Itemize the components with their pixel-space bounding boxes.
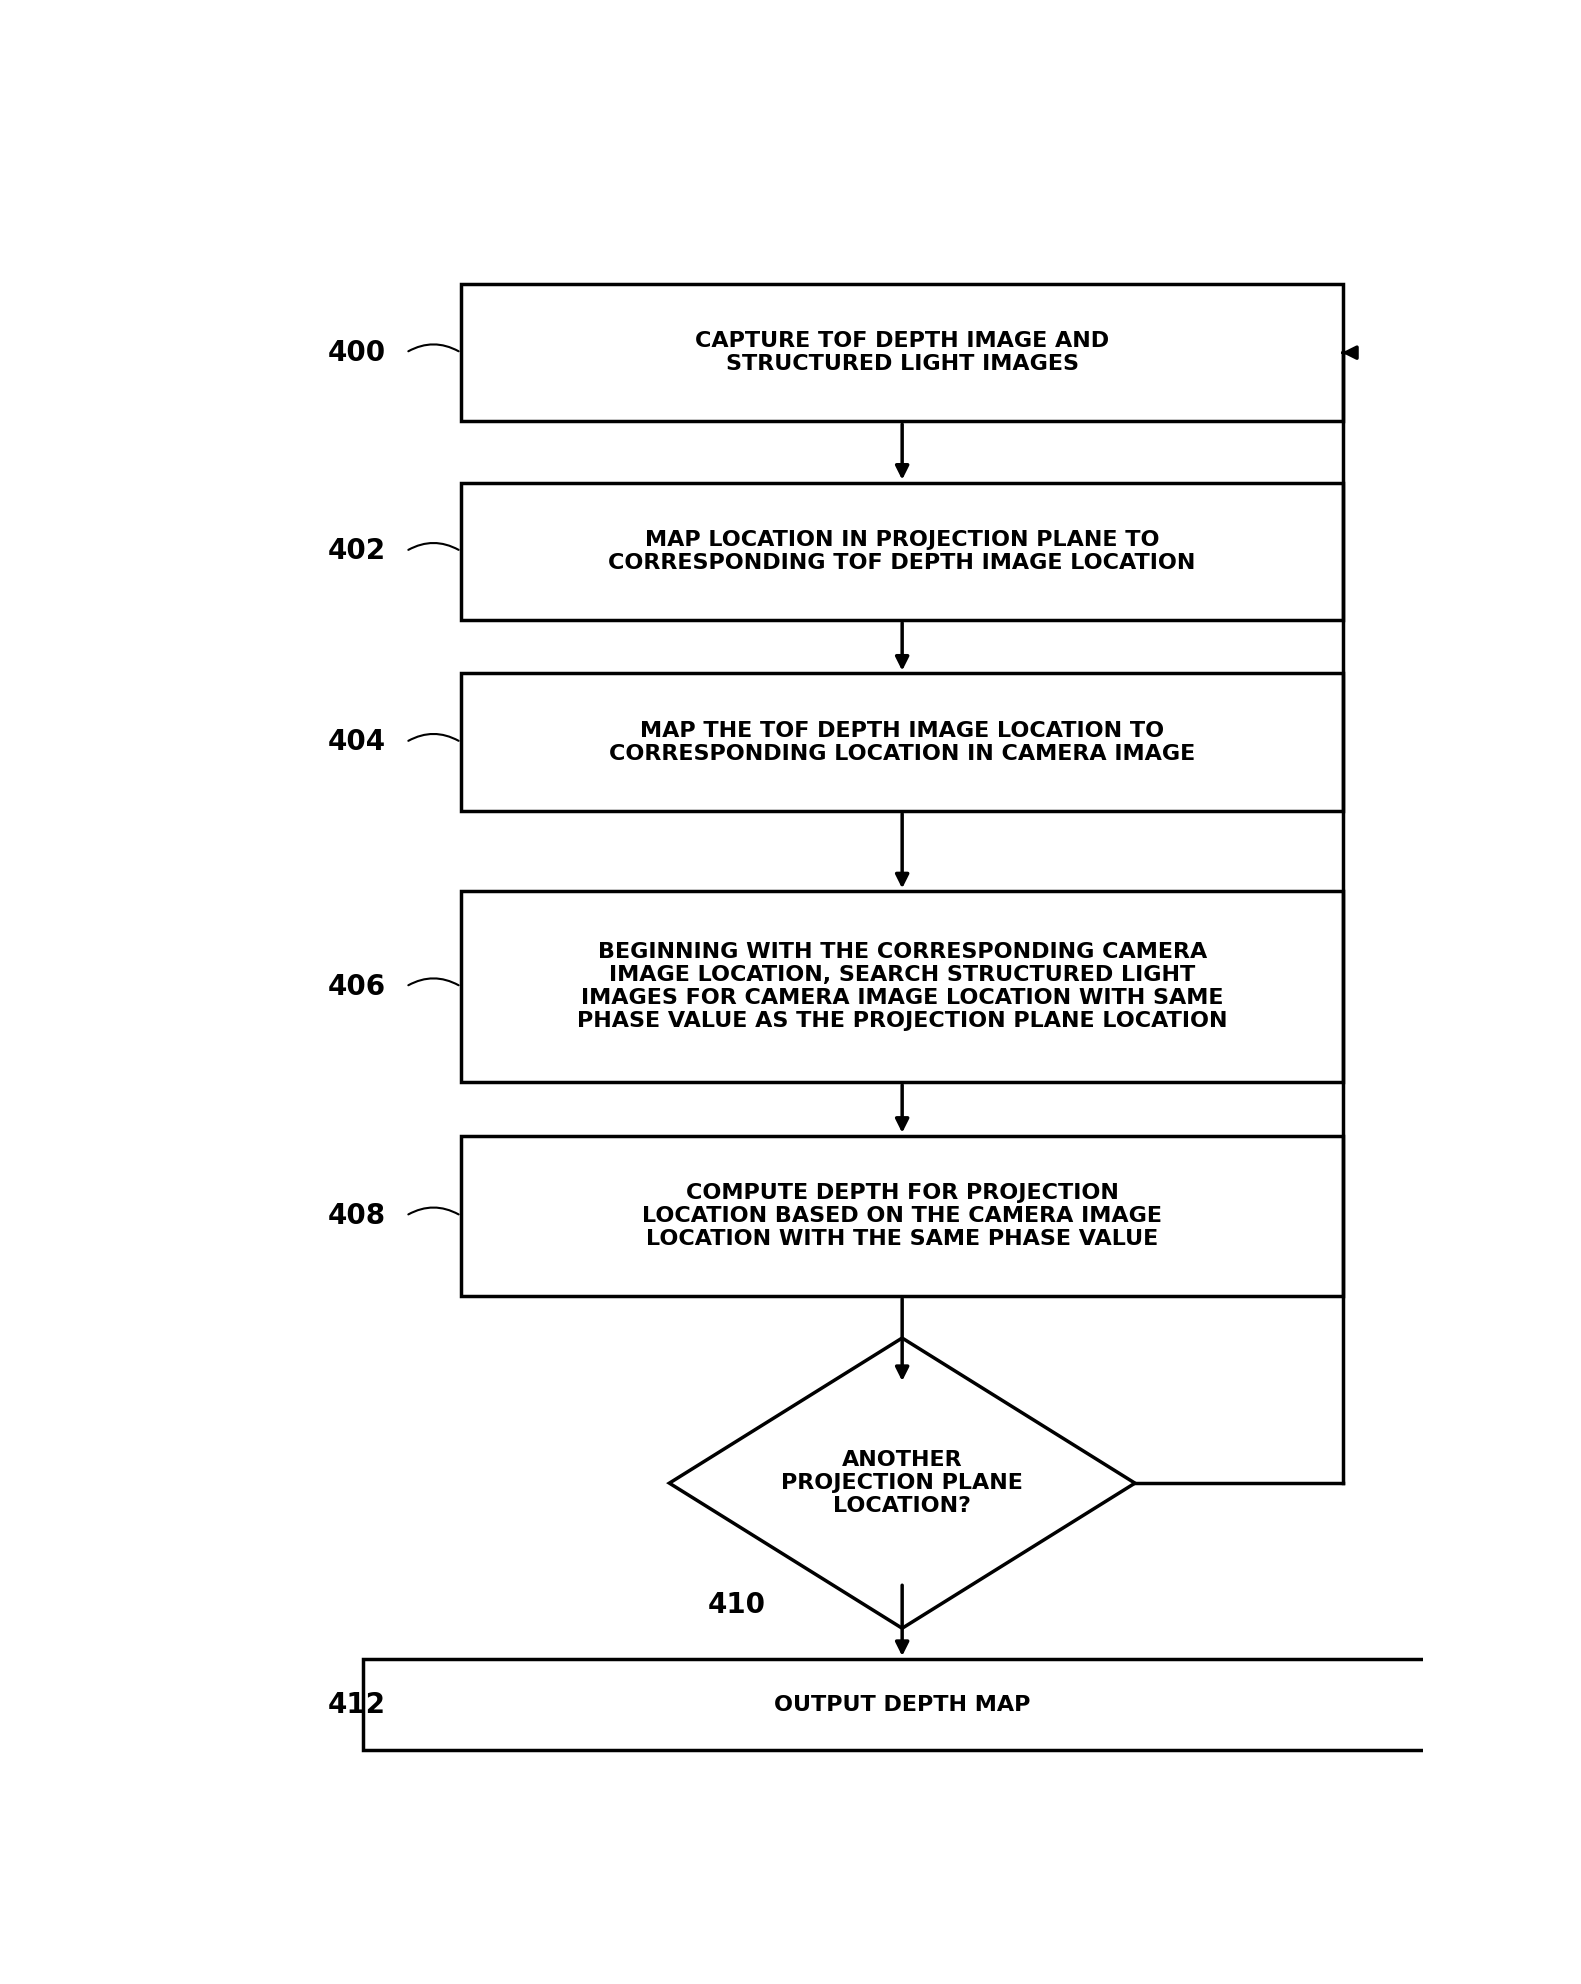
Text: BEGINNING WITH THE CORRESPONDING CAMERA
IMAGE LOCATION, SEARCH STRUCTURED LIGHT
: BEGINNING WITH THE CORRESPONDING CAMERA …: [577, 942, 1227, 1032]
Text: 400: 400: [327, 339, 386, 367]
Text: ANOTHER
PROJECTION PLANE
LOCATION?: ANOTHER PROJECTION PLANE LOCATION?: [781, 1450, 1023, 1516]
FancyBboxPatch shape: [462, 1135, 1344, 1296]
FancyBboxPatch shape: [462, 482, 1344, 619]
Text: CAPTURE TOF DEPTH IMAGE AND
STRUCTURED LIGHT IMAGES: CAPTURE TOF DEPTH IMAGE AND STRUCTURED L…: [696, 331, 1110, 375]
Text: OUTPUT DEPTH MAP: OUTPUT DEPTH MAP: [775, 1694, 1031, 1714]
Text: 404: 404: [327, 728, 386, 756]
Text: COMPUTE DEPTH FOR PROJECTION
LOCATION BASED ON THE CAMERA IMAGE
LOCATION WITH TH: COMPUTE DEPTH FOR PROJECTION LOCATION BA…: [642, 1182, 1162, 1250]
FancyBboxPatch shape: [462, 673, 1344, 811]
FancyBboxPatch shape: [462, 284, 1344, 421]
Text: MAP THE TOF DEPTH IMAGE LOCATION TO
CORRESPONDING LOCATION IN CAMERA IMAGE: MAP THE TOF DEPTH IMAGE LOCATION TO CORR…: [609, 720, 1195, 764]
Text: MAP LOCATION IN PROJECTION PLANE TO
CORRESPONDING TOF DEPTH IMAGE LOCATION: MAP LOCATION IN PROJECTION PLANE TO CORR…: [609, 530, 1195, 573]
Text: 406: 406: [327, 972, 386, 1000]
FancyBboxPatch shape: [462, 891, 1344, 1081]
Polygon shape: [669, 1337, 1135, 1629]
Text: 410: 410: [708, 1591, 765, 1619]
Text: 412: 412: [327, 1690, 386, 1718]
Text: 408: 408: [327, 1202, 386, 1230]
Text: 402: 402: [327, 538, 386, 565]
FancyBboxPatch shape: [364, 1659, 1442, 1750]
